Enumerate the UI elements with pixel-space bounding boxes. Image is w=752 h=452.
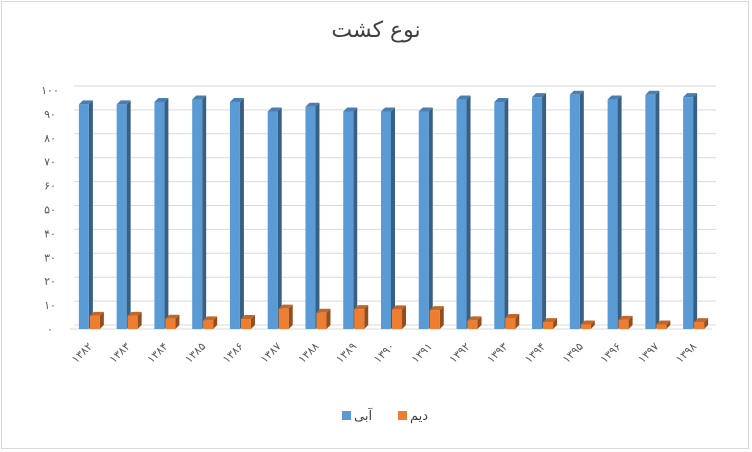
bar [683,93,698,329]
bar [580,320,595,329]
x-tick-label: ۱۳۹۵ [560,340,586,366]
x-tick-label: ۱۳۹۱ [409,340,435,366]
y-tick-label: ۶۰ [44,180,56,193]
bar [240,314,255,329]
bar [618,315,633,329]
legend-label: دیم [410,409,428,424]
x-tick-label: ۱۳۹۳ [485,340,511,366]
bar [543,318,558,329]
bar [203,316,218,329]
bar [78,100,93,329]
x-tick-label: ۱۳۸۹ [333,340,359,366]
x-tick-label: ۱۳۹۴ [522,340,548,366]
x-tick-label: ۱۳۸۶ [220,340,246,366]
legend-item: آبی [342,407,373,424]
bars [78,90,709,329]
chart-title: نوع کشت [331,18,421,43]
bar [267,107,282,329]
bar [165,314,180,329]
y-tick-label: ۷۰ [44,156,56,169]
bar [532,93,547,329]
bar [89,311,104,329]
x-tick-label: ۱۳۸۳ [107,340,133,366]
x-axis-ticks: ۱۳۸۲ ۱۳۸۳ ۱۳۸۴ ۱۳۸۵ ۱۳۸۶ ۱۳۸۷ ۱۳۸۸ ۱۳۸۹ ۱۳۹۰ ۱۳۹۱… [69,340,699,366]
bar [607,95,622,329]
x-tick-label: ۱۳۸۷ [258,340,284,366]
x-tick-label: ۱۳۸۵ [182,340,208,366]
bar [392,305,406,329]
x-tick-label: ۱۳۸۸ [296,340,322,366]
bar [127,311,142,329]
legend-swatch [342,411,351,420]
x-tick-label: ۱۳۹۰ [371,340,397,366]
x-tick-label: ۱۳۹۶ [598,340,624,366]
bar [229,97,244,329]
y-tick-label: ۹۰ [44,108,56,121]
bar [381,107,395,329]
bar [316,308,331,329]
bar [305,102,320,329]
x-tick-label: ۱۳۹۷ [636,340,662,366]
bar [467,316,482,329]
bar [505,314,520,329]
bar [569,90,584,329]
y-tick-label: ۰ [47,323,53,336]
bar [343,107,358,329]
bar [154,97,169,329]
bar [694,318,709,329]
y-tick-label: ۳۰ [44,251,56,264]
x-tick-label: ۱۳۹۲ [447,340,473,366]
bar [116,100,131,329]
x-tick-label: ۱۳۸۴ [145,340,171,366]
bar [494,97,509,329]
x-tick-label: ۱۳۸۲ [69,340,95,366]
y-tick-label: ۸۰ [44,132,56,145]
legend: آبی دیم [342,407,428,424]
bar [456,95,471,329]
y-tick-label: ۵۰ [44,204,56,217]
y-axis-ticks: ۰ ۱۰ ۲۰ ۳۰ ۴۰ ۵۰ ۶۰ ۷۰ ۸۰ ۹۰ ۱۰۰ [41,84,59,336]
y-tick-label: ۱۰۰ [41,84,59,97]
legend-item: دیم [398,409,428,424]
x-tick-label: ۱۳۹۸ [673,340,699,366]
bar [278,304,293,329]
y-tick-label: ۱۰ [44,299,56,312]
bar [429,306,444,329]
bar [656,320,671,329]
bar [354,305,369,329]
bar [192,95,207,329]
legend-swatch [398,411,407,420]
bar [418,107,433,329]
y-tick-label: ۲۰ [44,275,56,288]
bar [645,90,660,329]
y-tick-label: ۴۰ [44,227,56,240]
legend-label: آبی [354,407,373,424]
